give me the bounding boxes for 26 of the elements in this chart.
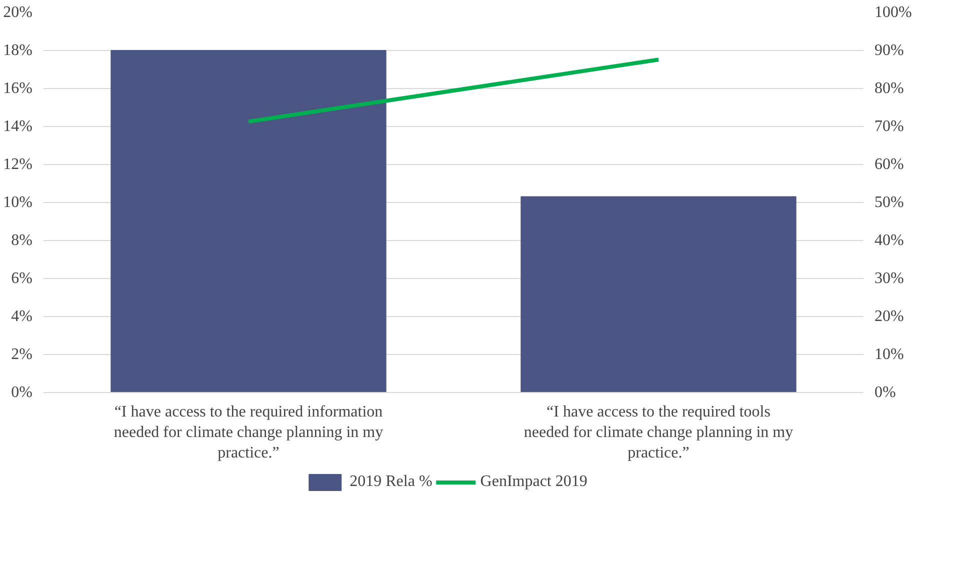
y2-tick-label: 20% <box>874 308 904 325</box>
y-tick-label: 16% <box>3 80 32 97</box>
y-tick-label: 12% <box>3 156 32 173</box>
y2-tick-label: 80% <box>874 80 904 97</box>
y-tick-label: 2% <box>11 346 32 363</box>
y-tick-label: 4% <box>11 308 32 325</box>
legend-label: GenImpact 2019 <box>480 473 588 491</box>
y-tick-label: 18% <box>3 42 32 59</box>
y2-tick-label: 0% <box>874 384 896 401</box>
x-tick-label: “I have access to the required information needed for climate change planning in my practice.” <box>114 404 384 462</box>
y2-tick-label: 90% <box>874 42 904 59</box>
y2-tick-label: 60% <box>874 156 904 173</box>
y2-tick-label: 100% <box>874 4 912 21</box>
y-tick-label: 20% <box>3 4 32 21</box>
y2-tick-label: 70% <box>874 118 904 135</box>
y2-tick-label: 10% <box>874 346 904 363</box>
y-tick-label: 8% <box>11 232 32 249</box>
y2-tick-label: 30% <box>874 270 904 287</box>
legend-label: 2019 Rela % <box>350 473 432 491</box>
y-tick-label: 14% <box>3 118 32 135</box>
x-tick-label: “I have access to the required tools needed for climate change planning in my practice.” <box>524 404 794 462</box>
y2-tick-label: 40% <box>874 232 904 249</box>
y-tick-label: 10% <box>3 194 32 211</box>
y2-tick-label: 50% <box>874 194 904 211</box>
y-tick-label: 0% <box>11 384 32 401</box>
y-tick-label: 6% <box>11 270 32 287</box>
